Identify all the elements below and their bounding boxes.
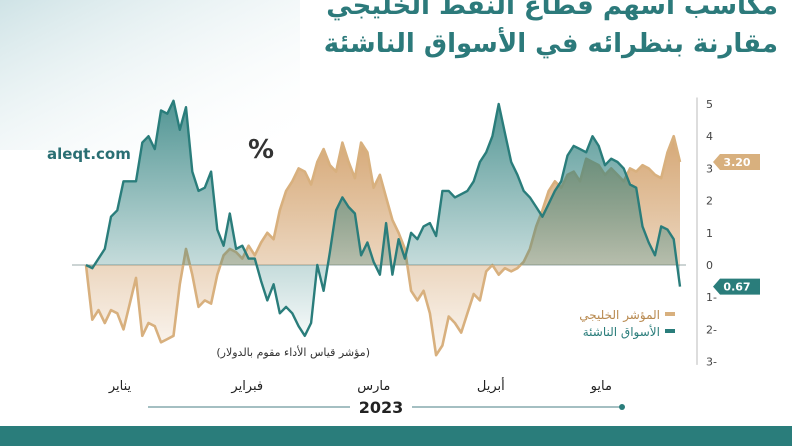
y-tick-label: 2- xyxy=(706,323,717,336)
end-label-gulf: 3.20 xyxy=(713,153,760,170)
year-line-end-dot xyxy=(619,404,625,410)
month-label: مايو xyxy=(590,379,612,394)
end-value-text: 0.67 xyxy=(723,281,750,294)
y-axis: 5 4 3 2 1 0 1- 2- 3- xyxy=(696,97,717,369)
site-label: aleqt.com xyxy=(47,145,131,163)
month-label: يناير xyxy=(108,379,132,394)
month-label: مارس xyxy=(357,379,390,394)
x-axis-months: يناير فبراير مارس أبريل مايو xyxy=(108,377,612,394)
legend-gulf-swatch xyxy=(665,312,675,316)
y-tick-label: 2 xyxy=(706,195,713,208)
title-top: مكاسب أسهم قطاع النفط الخليجي xyxy=(326,0,778,21)
y-tick-label: 1 xyxy=(706,227,713,240)
background-glow xyxy=(0,0,300,150)
y-tick-label: 3- xyxy=(706,356,717,369)
legend-emerging-swatch xyxy=(665,329,675,333)
y-tick-label: 0 xyxy=(706,259,713,272)
end-value-text: 3.20 xyxy=(723,156,750,169)
series-area-emerging xyxy=(86,100,680,336)
legend-emerging-label: الأسواق الناشئة xyxy=(583,324,660,340)
month-label: أبريل xyxy=(477,377,505,394)
y-tick-label: 3 xyxy=(706,162,713,175)
end-label-emerging: 0.67 xyxy=(713,278,760,295)
plot-area: 3.20 0.67 xyxy=(72,99,760,357)
year-label: 2023 xyxy=(359,398,404,417)
legend-gulf-label: المؤشر الخليجي xyxy=(579,308,660,323)
month-label: فبراير xyxy=(230,379,263,394)
y-tick-label: 1- xyxy=(706,291,717,304)
y-tick-label: 5 xyxy=(706,98,713,111)
percent-label: % xyxy=(248,135,274,165)
legend: المؤشر الخليجي الأسواق الناشئة xyxy=(579,308,675,340)
series-line-emerging xyxy=(85,99,682,337)
index-note: (مؤشر قياس الأداء مقوم بالدولار) xyxy=(216,345,370,359)
page-title: مقارنة بنظرائه في الأسواق الناشئة xyxy=(324,27,778,59)
y-tick-label: 4 xyxy=(706,130,713,143)
footer-band xyxy=(0,426,792,446)
